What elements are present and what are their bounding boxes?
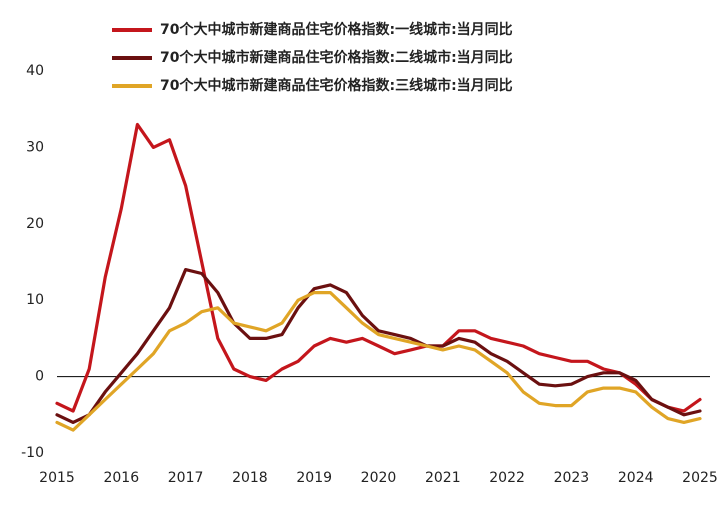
legend-text: 70个大中城市新建商品住宅价格指数:一线城市:当月同比 (160, 21, 513, 38)
x-tick-label: 2024 (618, 470, 654, 486)
x-tick-label: 2015 (39, 470, 75, 486)
y-tick-label: 10 (26, 292, 44, 308)
y-tick-label: 30 (26, 139, 44, 155)
x-tick-label: 2019 (296, 470, 332, 486)
x-tick-label: 2018 (232, 470, 268, 486)
x-tick-label: 2016 (103, 470, 139, 486)
y-tick-label: 0 (35, 369, 44, 385)
x-tick-label: 2022 (489, 470, 525, 486)
series-line (55, 122, 702, 413)
y-tick-label: 20 (26, 216, 44, 232)
x-tick-label: 2017 (168, 470, 204, 486)
y-tick-label: -10 (21, 445, 44, 461)
x-tick-label: 2025 (682, 470, 718, 486)
legend-text: 70个大中城市新建商品住宅价格指数:三线城市:当月同比 (160, 77, 513, 94)
legend-text: 70个大中城市新建商品住宅价格指数:二线城市:当月同比 (160, 49, 513, 66)
y-tick-label: 40 (26, 63, 44, 79)
series-line (55, 268, 702, 424)
x-tick-label: 2023 (554, 470, 590, 486)
series-line (55, 291, 702, 432)
x-tick-label: 2021 (425, 470, 461, 486)
x-tick-label: 2020 (361, 470, 397, 486)
